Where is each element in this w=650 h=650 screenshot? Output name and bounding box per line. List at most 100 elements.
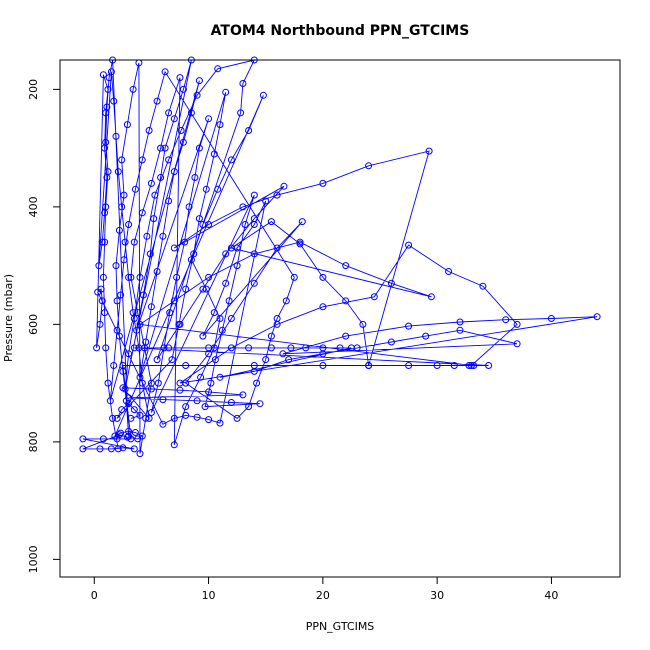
data-point [547, 315, 555, 322]
data-point [193, 91, 201, 99]
data-point [405, 241, 413, 249]
data-point [241, 221, 249, 228]
data-point [182, 285, 190, 293]
data-point [273, 315, 281, 322]
data-point [153, 268, 161, 275]
data-point [227, 399, 235, 406]
data-point [154, 379, 162, 387]
data-point [210, 150, 218, 158]
data-point [118, 203, 126, 211]
data-point [233, 262, 241, 270]
y-tick-label: 600 [27, 314, 40, 335]
data-point [285, 356, 293, 364]
data-point [245, 344, 253, 352]
data-point [139, 291, 147, 299]
data-point [193, 413, 201, 421]
data-point [259, 91, 267, 99]
data-point [262, 197, 270, 205]
data-point [267, 344, 275, 352]
data-point [131, 185, 139, 193]
data-point [336, 344, 344, 352]
data-point [96, 320, 104, 328]
data-point [450, 362, 458, 369]
data-point [433, 362, 441, 369]
data-point [207, 379, 215, 387]
data-point [93, 344, 101, 352]
y-tick-label: 1000 [27, 545, 40, 573]
data-point [185, 203, 193, 211]
data-point [135, 344, 143, 352]
data-point [199, 285, 207, 293]
data-point [422, 332, 430, 340]
data-point [182, 379, 190, 387]
data-point [168, 356, 176, 364]
data-point [115, 332, 123, 340]
data-point [197, 373, 205, 381]
data-point [227, 156, 235, 164]
data-point [222, 250, 230, 258]
data-point [142, 414, 150, 422]
data-point [205, 221, 213, 228]
data-point [182, 362, 190, 369]
data-point [114, 445, 122, 453]
data-point [280, 182, 288, 190]
data-point [134, 435, 142, 443]
y-tick-label: 400 [27, 196, 40, 217]
data-point [136, 450, 144, 458]
data-point [216, 373, 224, 381]
data-point [161, 68, 169, 76]
data-point [129, 309, 137, 317]
data-point [99, 273, 107, 281]
data-point [216, 121, 224, 129]
data-point [145, 414, 153, 422]
data-point [112, 262, 120, 270]
data-point [120, 191, 128, 199]
data-point [98, 238, 106, 246]
data-point [199, 332, 207, 340]
axes: 0 10 20 30 40 200 400 600 800 1000 [27, 79, 558, 602]
data-point [130, 406, 138, 414]
data-point [125, 221, 133, 228]
data-point [195, 144, 203, 152]
data-point [113, 414, 121, 422]
data-point [142, 338, 150, 346]
data-point [147, 385, 155, 393]
data-point [131, 429, 139, 436]
data-point [153, 356, 161, 364]
data-point [245, 403, 253, 411]
data-point [273, 244, 281, 252]
data-point [170, 244, 178, 252]
data-point [146, 250, 154, 258]
data-point [205, 416, 213, 424]
data-point [195, 77, 203, 85]
data-point [202, 285, 210, 293]
data-point [123, 121, 131, 129]
data-point [130, 445, 138, 453]
data-point [123, 433, 131, 441]
data-point [181, 238, 189, 246]
data-point [445, 268, 453, 275]
data-point [359, 320, 367, 328]
data-point [113, 435, 121, 443]
x-tick-label: 10 [202, 589, 216, 602]
data-point [342, 297, 350, 305]
data-point [239, 80, 247, 87]
data-point [159, 420, 167, 428]
data-point [222, 88, 230, 96]
data-point [147, 303, 155, 311]
data-point [170, 441, 178, 449]
data-point [107, 68, 115, 76]
data-point [195, 215, 203, 223]
series-line [82, 59, 598, 454]
data-point [175, 320, 183, 328]
data-point [159, 396, 167, 404]
data-point [138, 379, 146, 387]
data-point [191, 174, 199, 181]
data-point [319, 179, 327, 187]
data-point [250, 191, 258, 199]
data-point [160, 344, 168, 352]
data-point [319, 350, 327, 358]
data-point [182, 403, 190, 411]
data-point [118, 156, 126, 164]
